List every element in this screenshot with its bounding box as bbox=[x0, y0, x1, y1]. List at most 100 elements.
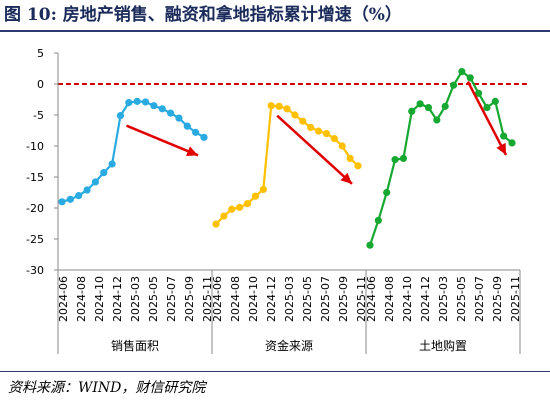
data-point bbox=[500, 132, 508, 140]
data-point bbox=[141, 98, 150, 106]
data-point bbox=[259, 185, 267, 193]
x-tick-label: 2024-10 bbox=[93, 276, 106, 322]
x-tick-label: 2025-03 bbox=[129, 276, 142, 322]
data-point bbox=[424, 103, 433, 112]
data-point bbox=[192, 128, 200, 136]
x-tick-label: 2025-05 bbox=[301, 276, 314, 322]
data-point bbox=[483, 103, 491, 112]
y-tick-label: -25 bbox=[26, 233, 44, 246]
figure-source: 资料来源：WIND，财信研究院 bbox=[8, 380, 206, 396]
series-layer bbox=[58, 68, 516, 249]
data-point bbox=[228, 205, 236, 213]
y-tick-label: -20 bbox=[26, 202, 44, 215]
data-point bbox=[125, 99, 133, 107]
data-point bbox=[449, 81, 458, 89]
x-tick-label: 2025-09 bbox=[183, 276, 196, 322]
x-tick-label: 2024-08 bbox=[75, 276, 88, 322]
trend-arrow-shaft bbox=[466, 81, 508, 156]
data-point bbox=[508, 139, 516, 147]
data-point bbox=[75, 192, 83, 200]
x-tick-label: 2024-12 bbox=[419, 276, 432, 322]
x-tick-label: 2024-06 bbox=[57, 276, 70, 322]
x-tick-label: 2024-08 bbox=[383, 276, 396, 322]
x-tick-label: 2024-12 bbox=[265, 276, 278, 322]
x-tick-label: 2025-07 bbox=[473, 276, 486, 322]
x-tick-label: 2025-07 bbox=[319, 276, 332, 322]
x-tick-label: 2024-10 bbox=[401, 276, 414, 322]
data-point bbox=[83, 186, 91, 194]
data-point bbox=[183, 122, 191, 130]
data-point bbox=[338, 142, 346, 150]
y-tick-label: -15 bbox=[26, 171, 44, 184]
x-tick-label: 2025-03 bbox=[283, 276, 296, 322]
data-point bbox=[322, 130, 331, 138]
data-point bbox=[243, 200, 252, 208]
series-line-sales bbox=[61, 100, 205, 203]
data-point bbox=[466, 74, 474, 82]
x-tick-label: 2024-12 bbox=[111, 276, 124, 322]
data-point bbox=[220, 212, 228, 220]
y-tick-label: -5 bbox=[33, 109, 44, 122]
data-point bbox=[291, 111, 299, 119]
data-point bbox=[66, 195, 74, 203]
data-point bbox=[236, 203, 244, 211]
data-point bbox=[166, 109, 175, 117]
x-tick-label: 2025-05 bbox=[147, 276, 160, 322]
data-point bbox=[441, 102, 449, 110]
trend-arrow-head bbox=[186, 146, 198, 156]
x-tick-label: 2025-03 bbox=[437, 276, 450, 322]
data-point bbox=[330, 134, 338, 143]
y-tick-label: 5 bbox=[37, 47, 44, 60]
data-point bbox=[91, 178, 100, 186]
trend-arrow-shaft bbox=[276, 114, 353, 185]
data-point bbox=[458, 68, 466, 76]
data-point bbox=[416, 100, 424, 108]
series-line-land bbox=[368, 69, 513, 246]
x-tick-label: 2025-05 bbox=[455, 276, 468, 322]
data-point bbox=[133, 97, 141, 105]
data-point bbox=[374, 216, 382, 224]
x-tick-label: 2025-11 bbox=[355, 276, 368, 322]
data-point bbox=[307, 123, 315, 131]
axis-layer: 5 0 -5 -10 -15 -20 -25 -30 2024-06 2024-08 2024-10… bbox=[26, 47, 522, 354]
data-point bbox=[283, 105, 291, 113]
group-label: 土地购置 bbox=[419, 338, 467, 353]
data-point bbox=[366, 241, 374, 249]
group-label: 销售面积 bbox=[111, 338, 159, 353]
trend-arrow-shaft bbox=[125, 124, 199, 157]
data-point bbox=[433, 116, 441, 124]
data-point bbox=[399, 154, 408, 162]
group-label: 资金来源 bbox=[265, 338, 313, 353]
data-point bbox=[391, 156, 399, 164]
data-point bbox=[474, 89, 483, 97]
bottom-rule bbox=[0, 371, 550, 372]
x-tick-label: 2025-09 bbox=[337, 276, 350, 322]
trend-arrow-head bbox=[496, 142, 506, 155]
data-point bbox=[200, 133, 208, 141]
data-point bbox=[150, 102, 158, 110]
figure-title: 图 10: 房地产销售、融资和拿地指标累计增速（%） bbox=[4, 5, 402, 25]
data-point bbox=[251, 192, 260, 200]
data-point bbox=[175, 114, 183, 122]
data-point bbox=[354, 162, 362, 170]
data-point bbox=[346, 154, 354, 162]
data-point bbox=[491, 97, 499, 105]
data-point bbox=[100, 169, 108, 177]
data-point bbox=[383, 188, 391, 197]
data-point bbox=[275, 102, 283, 110]
trend-arrow-head bbox=[340, 172, 352, 184]
data-point bbox=[212, 220, 220, 228]
title-rule bbox=[0, 30, 550, 32]
x-tick-label: 2025-09 bbox=[491, 276, 504, 322]
x-tick-label: 2025-11 bbox=[509, 276, 522, 322]
y-tick-label: -10 bbox=[26, 140, 44, 153]
x-tick-label: 2024-06 bbox=[365, 276, 378, 322]
data-point bbox=[58, 198, 66, 206]
x-tick-label: 2025-07 bbox=[165, 276, 178, 322]
x-tick-label: 2024-08 bbox=[229, 276, 242, 322]
data-point bbox=[314, 127, 323, 135]
data-point bbox=[299, 117, 307, 125]
x-tick-label: 2024-10 bbox=[247, 276, 260, 322]
data-point bbox=[408, 107, 416, 115]
data-point bbox=[267, 102, 275, 110]
